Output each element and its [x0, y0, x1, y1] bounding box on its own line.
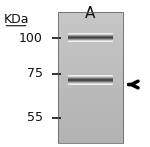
Text: 75: 75 [27, 67, 43, 80]
Text: KDa: KDa [3, 13, 29, 26]
Bar [58, 12, 123, 143]
Text: A: A [85, 6, 96, 21]
Text: 100: 100 [19, 32, 43, 45]
Text: 55: 55 [27, 111, 43, 124]
